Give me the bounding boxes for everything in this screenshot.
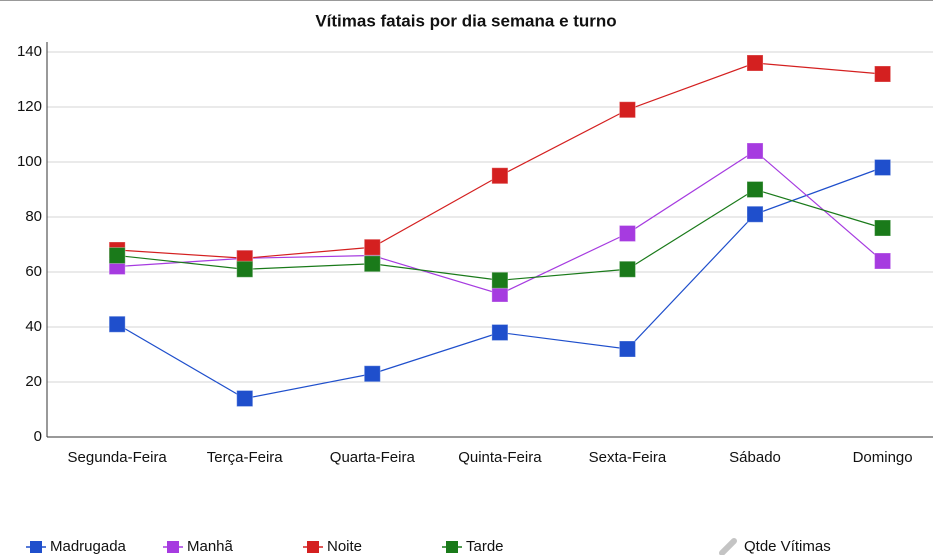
series-line [117,188,883,281]
legend-swatch [719,538,737,555]
point-marker [618,340,636,358]
point-marker [874,252,892,270]
x-tick-label: Sexta-Feira [589,449,667,466]
series-line [117,62,883,259]
legend-label: Manhã [187,538,234,555]
point-marker [363,365,381,383]
y-tick-label: 20 [25,373,42,390]
point-marker [108,247,126,264]
x-tick-label: Quinta-Feira [458,449,542,466]
legend-swatch [307,541,319,553]
legend-label: Qtde Vítimas [744,538,831,555]
x-tick-label: Sábado [729,449,781,466]
point-marker [874,65,892,83]
point-marker [746,181,764,198]
chart-title: Vítimas fatais por dia semana e turno [315,11,616,30]
point-marker [363,255,381,273]
y-tick-label: 140 [17,43,42,60]
y-tick-label: 80 [25,208,42,225]
x-tick-label: Quarta-Feira [330,449,416,466]
y-tick-label: 40 [25,318,42,335]
point-marker [108,315,126,333]
legend-swatch [30,541,42,553]
legend-swatch [167,541,179,553]
x-tick-label: Terça-Feira [207,449,284,466]
legend-label: Madrugada [50,538,127,555]
point-marker [874,219,892,237]
point-marker [618,225,636,242]
point-marker [618,101,636,119]
x-tick-label: Domingo [853,449,913,466]
point-marker [491,167,509,185]
point-marker [236,390,254,407]
point-marker [874,159,892,176]
point-marker [746,142,764,160]
point-marker [491,271,509,289]
y-tick-label: 100 [17,153,42,170]
legend-label: Noite [327,538,362,555]
point-marker [363,238,381,256]
x-tick-label: Segunda-Feira [68,449,168,466]
y-tick-label: 120 [17,98,42,115]
y-tick-label: 0 [34,428,42,445]
point-marker [618,260,636,278]
legend-label: Tarde [466,538,504,555]
y-tick-label: 60 [25,263,42,280]
legend-swatch [446,541,458,553]
point-marker [491,324,509,341]
point-marker [236,260,254,278]
point-marker [746,205,764,223]
point-marker [746,54,764,72]
